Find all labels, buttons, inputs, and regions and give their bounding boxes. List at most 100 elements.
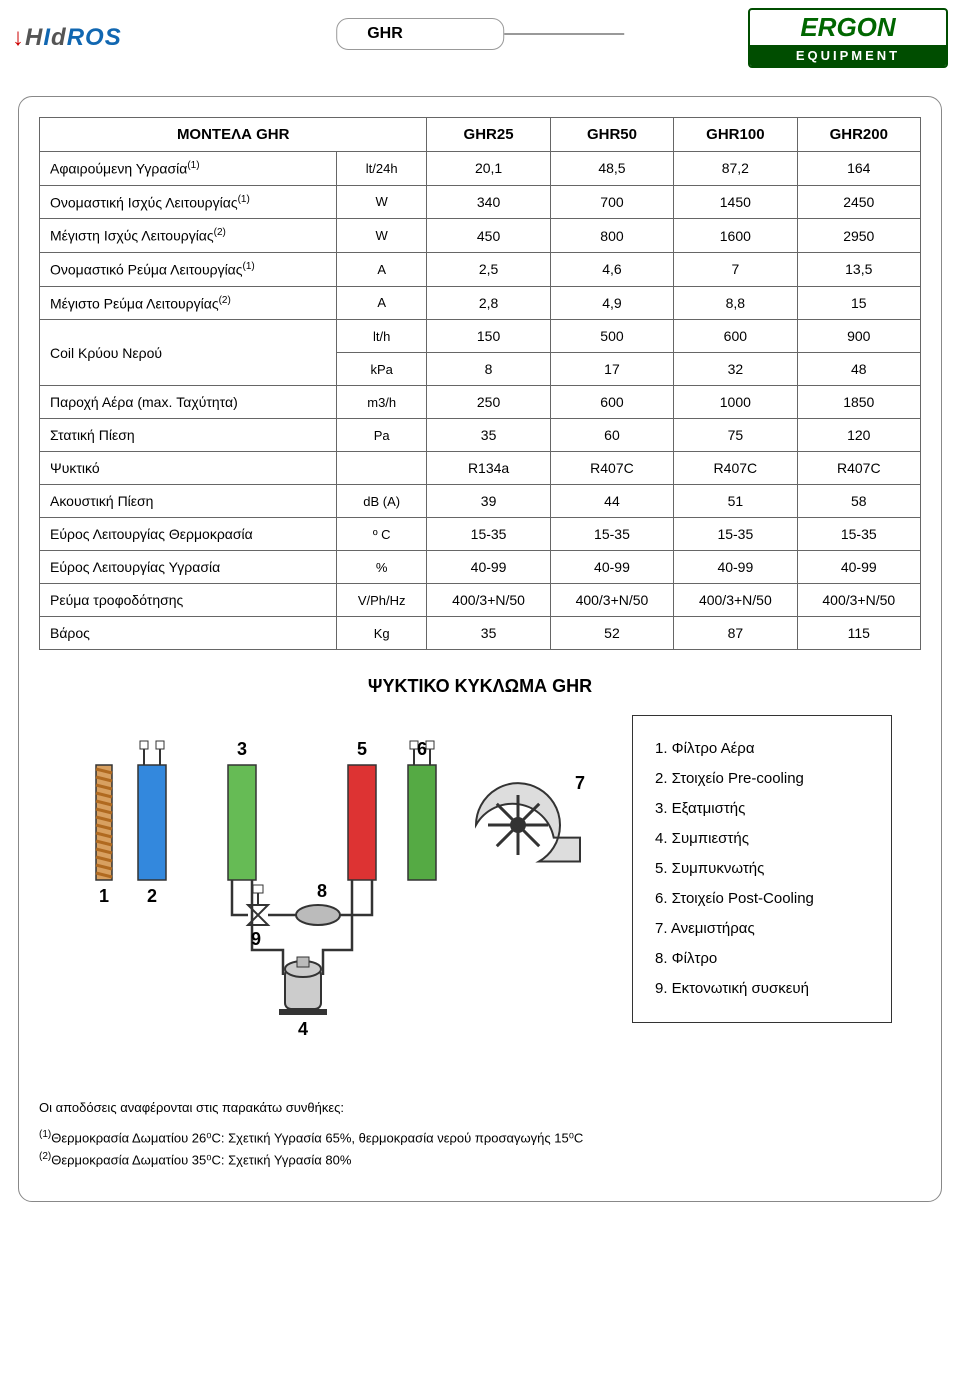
row-unit: m3/h: [337, 386, 427, 419]
cell: 2450: [797, 185, 920, 219]
cell: 115: [797, 617, 920, 650]
row-label: Παροχή Αέρα (max. Ταχύτητα): [40, 386, 337, 419]
diagram-row: 123456789 1. Φίλτρο Αέρα2. Στοιχείο Pre-…: [39, 715, 921, 1038]
cell: 1600: [674, 219, 797, 253]
cell: 7: [674, 252, 797, 286]
cell: 500: [550, 320, 673, 353]
cell: 75: [674, 419, 797, 452]
row-label: Coil Κρύου Νερού: [40, 320, 337, 386]
cell: R407C: [674, 452, 797, 485]
cell: 600: [674, 320, 797, 353]
cell: 400/3+N/50: [797, 584, 920, 617]
row-unit: W: [337, 185, 427, 219]
legend-item: 9. Εκτονωτική συσκευή: [655, 974, 869, 1004]
row-unit: dB (A): [337, 485, 427, 518]
row-unit: A: [337, 252, 427, 286]
row-label: Βάρος: [40, 617, 337, 650]
th-m3: GHR200: [797, 118, 920, 152]
spec-table: ΜΟΝΤΕΛΑ GHR GHR25 GHR50 GHR100 GHR200 Αφ…: [39, 117, 921, 650]
row-unit: V/Ph/Hz: [337, 584, 427, 617]
cell: 8,8: [674, 286, 797, 320]
hidros-logo: ↓HIdROS: [12, 24, 122, 52]
footnote-1-text: Θερμοκρασία Δωματίου 26⁰C: Σχετική Υγρασ…: [51, 1130, 583, 1145]
cell: 1850: [797, 386, 920, 419]
row-label: Ονομαστικό Ρεύμα Λειτουργίας(1): [40, 252, 337, 286]
cell: 40-99: [797, 551, 920, 584]
ergon-bottom: EQUIPMENT: [750, 45, 946, 66]
footnote-intro: Οι αποδόσεις αναφέρονται στις παρακάτω σ…: [39, 1098, 921, 1119]
cell: R407C: [550, 452, 673, 485]
cell: 87,2: [674, 152, 797, 186]
svg-text:3: 3: [237, 739, 247, 759]
cell: 40-99: [427, 551, 550, 584]
cell: 150: [427, 320, 550, 353]
cell: 17: [550, 353, 673, 386]
page-title: GHR: [336, 18, 504, 50]
cell: 13,5: [797, 252, 920, 286]
svg-text:6: 6: [417, 739, 427, 759]
cell: 1450: [674, 185, 797, 219]
svg-text:9: 9: [251, 929, 261, 949]
legend-item: 6. Στοιχείο Post-Cooling: [655, 884, 869, 914]
cell: 400/3+N/50: [550, 584, 673, 617]
footnote-1-sup: (1): [39, 1129, 51, 1140]
footnote-2-text: Θερμοκρασία Δωματίου 35⁰C: Σχετική Υγρασ…: [51, 1153, 351, 1168]
cell: 400/3+N/50: [427, 584, 550, 617]
diagram-title: ΨΥΚΤΙΚΟ ΚΥΚΛΩΜΑ GHR: [39, 676, 921, 697]
row-label: Ψυκτικό: [40, 452, 337, 485]
cell: 120: [797, 419, 920, 452]
th-m2: GHR100: [674, 118, 797, 152]
cell: 8: [427, 353, 550, 386]
cell: 87: [674, 617, 797, 650]
cell: 35: [427, 617, 550, 650]
row-unit: º C: [337, 518, 427, 551]
cooling-cycle-diagram: 123456789: [68, 715, 608, 1035]
row-unit: lt/h: [337, 320, 427, 353]
legend-item: 7. Ανεμιστήρας: [655, 914, 869, 944]
svg-text:1: 1: [99, 886, 109, 906]
cell: 4,9: [550, 286, 673, 320]
row-label: Ρεύμα τροφοδότησης: [40, 584, 337, 617]
th-m1: GHR50: [550, 118, 673, 152]
th-models: ΜΟΝΤΕΛΑ GHR: [40, 118, 427, 152]
row-label: Στατική Πίεση: [40, 419, 337, 452]
cell: 2,5: [427, 252, 550, 286]
cell: 60: [550, 419, 673, 452]
svg-text:8: 8: [317, 881, 327, 901]
cell: 15-35: [797, 518, 920, 551]
cell: 2950: [797, 219, 920, 253]
row-label: Εύρος Λειτουργίας Θερμοκρασία: [40, 518, 337, 551]
cell: 340: [427, 185, 550, 219]
legend-item: 4. Συμπιεστής: [655, 824, 869, 854]
footnote-2-sup: (2): [39, 1151, 51, 1162]
cell: 15-35: [427, 518, 550, 551]
footnote-2: (2)Θερμοκρασία Δωματίου 35⁰C: Σχετική Υγ…: [39, 1149, 921, 1171]
cell: 20,1: [427, 152, 550, 186]
cell: 40-99: [674, 551, 797, 584]
main-panel: ΜΟΝΤΕΛΑ GHR GHR25 GHR50 GHR100 GHR200 Αφ…: [18, 96, 942, 1202]
cell: 600: [550, 386, 673, 419]
cell: 39: [427, 485, 550, 518]
legend-item: 3. Εξατμιστής: [655, 794, 869, 824]
row-unit: Pa: [337, 419, 427, 452]
cell: 15: [797, 286, 920, 320]
cell: 44: [550, 485, 673, 518]
th-m0: GHR25: [427, 118, 550, 152]
ergon-top: ERGON: [750, 10, 946, 45]
cell: 48: [797, 353, 920, 386]
svg-text:2: 2: [147, 886, 157, 906]
cell: 52: [550, 617, 673, 650]
row-unit: %: [337, 551, 427, 584]
cell: 164: [797, 152, 920, 186]
cell: R134a: [427, 452, 550, 485]
cell: 32: [674, 353, 797, 386]
legend-box: 1. Φίλτρο Αέρα2. Στοιχείο Pre-cooling3. …: [632, 715, 892, 1023]
row-unit: A: [337, 286, 427, 320]
row-label: Μέγιστο Ρεύμα Λειτουργίας(2): [40, 286, 337, 320]
row-label: Αφαιρούμενη Υγρασία(1): [40, 152, 337, 186]
cell: 450: [427, 219, 550, 253]
row-unit: Kg: [337, 617, 427, 650]
title-ribbon: GHR: [336, 18, 624, 50]
legend-item: 2. Στοιχείο Pre-cooling: [655, 764, 869, 794]
cell: 51: [674, 485, 797, 518]
